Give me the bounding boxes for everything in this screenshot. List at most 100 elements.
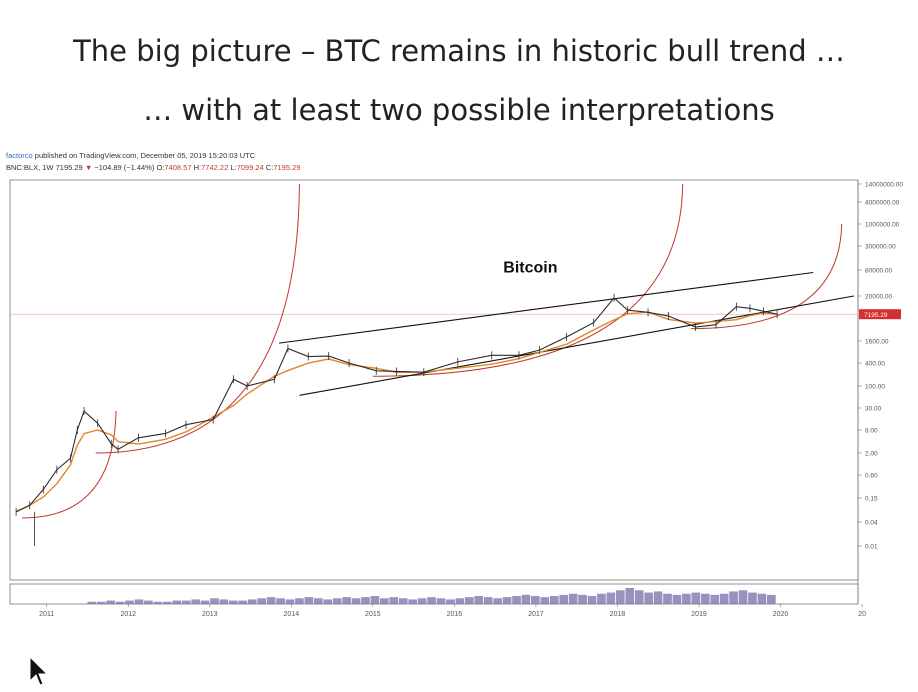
volume-bar [540,597,550,604]
y-tick-label: 1600.00 [865,339,889,346]
y-tick-label: 80000.00 [865,268,892,275]
x-tick-label: 2012 [120,611,136,618]
volume-bar [719,593,729,604]
symbol-label: BNC:BLX, 1W 7195.29 [6,163,83,172]
volume-bar [700,593,710,604]
author-link[interactable]: factorco [6,151,33,160]
volume-bar [729,591,738,604]
volume-bar [257,598,266,604]
y-tick-label: 30.00 [865,406,882,413]
x-tick-label: 2018 [610,611,626,618]
volume-bar [568,593,578,604]
volume-bar [389,597,399,604]
x-tick-label: 20 [858,611,866,618]
volume-bar [691,592,701,604]
volume-bar [417,598,427,604]
bitcoin-annotation: Bitcoin [503,260,557,277]
volume-bar [521,594,531,604]
low-label: L: [228,163,237,172]
x-tick-label: 2013 [202,611,218,618]
volume-bar [370,596,380,604]
chart-canvas[interactable]: 14000000.00 4000000.00 1000000.00 300000.00… [0,148,918,630]
volume-bar [606,592,616,604]
plot-border [9,179,859,581]
y-tick-label: 1000000.00 [865,222,900,229]
volume-bar [361,597,370,604]
price-line [15,297,778,513]
volume-bar [295,598,304,604]
open-label: O: [154,163,165,172]
volume-bar [266,597,276,604]
volume-bar [578,594,587,604]
mouse-cursor-icon [28,655,50,692]
x-tick-label: 2017 [528,611,544,618]
volume-bar [125,600,134,604]
down-arrow-icon: ▼ [84,163,93,172]
x-tick-label: 2014 [284,611,300,618]
volume-bar [427,597,436,604]
parabolic-curve-2019 [690,223,843,330]
volume-bar [276,598,285,604]
volume-bar [757,593,767,604]
volume-bar [144,600,153,604]
volume-bar [531,596,540,604]
open-value: 7408.57 [164,163,192,172]
volume-bar [210,598,219,604]
x-tick-label: 2016 [447,611,463,618]
volume-bar [342,597,351,604]
volume-bar [663,593,672,604]
close-label: C: [263,163,274,172]
volume-bar [549,596,559,604]
volume-bar [87,601,97,604]
y-tick-label: 4000000.00 [865,200,900,207]
volume-bar [332,598,342,604]
close-value: 7195.29 [273,163,301,172]
x-tick-label: 2019 [691,611,707,618]
volume-bar [229,600,238,604]
volume-bar [115,601,125,604]
volume-bar [380,598,389,604]
volume-bar [502,597,512,604]
tradingview-chart: factorco published on TradingView.com, D… [0,148,918,686]
y-tick-label: 14000000.00 [865,182,903,189]
x-tick-label: 2015 [365,611,381,618]
y-tick-label: 100.00 [865,384,885,391]
volume-bar [616,590,625,604]
volume-bar [682,593,691,604]
volume-bar [247,599,257,604]
volume-bar [162,601,172,604]
volume-bar [398,598,408,604]
y-tick-label: 8.00 [865,428,878,435]
y-tick-label: 400.00 [865,361,885,368]
volume-bar [446,599,455,604]
y-tick-label: 2.00 [865,451,878,458]
y-tick-label: 300000.00 [865,244,896,251]
last-price-tag [859,309,901,320]
last-price-label: 7195.29 [864,312,888,319]
publisher-line: factorco published on TradingView.com, D… [6,151,255,160]
volume-bar [625,588,635,604]
published-text: published on TradingView.com, December 0… [32,151,256,160]
channel-lower-line [299,295,855,396]
volume-bar [767,594,776,604]
volume-bar [106,600,115,604]
x-tick-label: 2020 [773,611,789,618]
ohlc-line: BNC:BLX, 1W 7195.29 ▼ −104.89 (−1.44%) O… [6,163,300,172]
y-tick-label: 20000.00 [865,294,892,301]
title-line-1: The big picture – BTC remains in histori… [73,34,845,68]
channel-upper-line [279,271,814,344]
volume-bar [644,592,653,604]
volume-bar [313,598,323,604]
volume-bar [483,597,493,604]
x-tick-label: 2011 [39,611,54,618]
volume-bar [512,596,521,604]
volume-bar [304,597,314,604]
volume-bar [191,599,200,604]
moving-average-line [15,311,778,513]
parabolic-curve-2013 [95,183,300,454]
volume-bar [238,600,248,604]
y-tick-label: 0.15 [865,496,878,503]
low-value: 7099.24 [236,163,264,172]
y-tick-label: 0.01 [865,544,878,551]
volume-bar [493,598,502,604]
